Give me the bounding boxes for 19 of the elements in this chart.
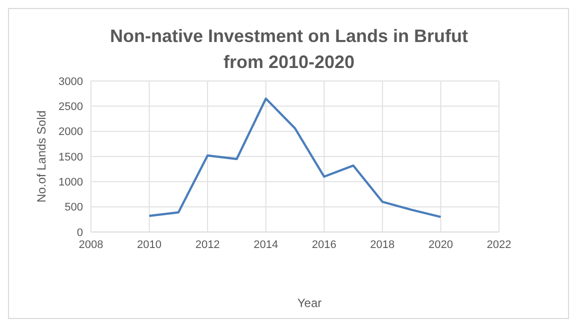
y-tick-label: 0 — [76, 226, 83, 239]
y-tick-label: 1500 — [58, 151, 83, 164]
x-axis-title: Year — [296, 296, 323, 310]
y-tick-label: 3000 — [58, 76, 83, 88]
y-tick-label: 2500 — [58, 101, 83, 114]
y-tick-label: 1000 — [58, 176, 83, 189]
line-series — [148, 98, 442, 218]
y-tick-label: 2000 — [58, 126, 83, 138]
y-tick-label: 500 — [64, 202, 83, 214]
y-axis-title: No.of Lands Sold — [34, 110, 48, 203]
x-tick-label: 2014 — [254, 238, 278, 251]
x-tick-label: 2018 — [370, 238, 395, 251]
x-tick-label: 2010 — [137, 238, 162, 251]
x-tick-label: 2016 — [312, 238, 336, 251]
x-tick-label: 2008 — [78, 238, 104, 251]
x-tick-label: 2020 — [428, 238, 453, 251]
x-tick-label: 2022 — [486, 238, 512, 251]
x-tick-label: 2012 — [195, 238, 220, 251]
chart-title: Non-native Investment on Lands in Brufut from 2010-2020 — [108, 25, 469, 74]
